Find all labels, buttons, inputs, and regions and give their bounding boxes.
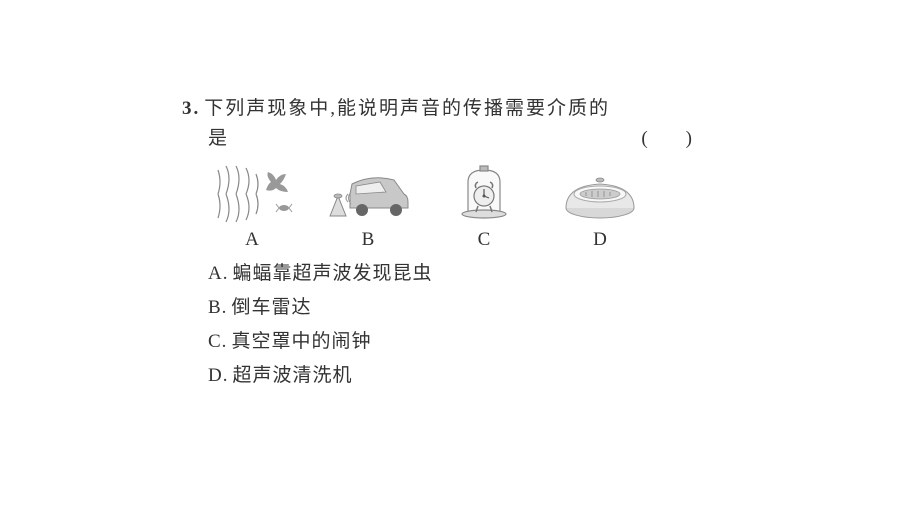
question-block: 3.下列声现象中,能说明声音的传播需要介质的 是 ( ) (182, 94, 742, 394)
stem-text-2-left: 是 (208, 124, 229, 154)
question-stem-line1: 3.下列声现象中,能说明声音的传播需要介质的 (182, 94, 742, 124)
question-number: 3. (182, 98, 200, 119)
stem-text-1: 下列声现象中,能说明声音的传播需要介质的 (204, 98, 610, 119)
option-a-text: 蝙蝠靠超声波发现昆虫 (232, 263, 432, 284)
image-label-c: C (436, 229, 532, 251)
option-b: B.倒车雷达 (208, 291, 742, 325)
question-stem-line2: 是 ( ) (182, 124, 692, 154)
image-label-b: B (320, 229, 416, 251)
option-a-letter: A. (208, 263, 228, 284)
option-d-letter: D. (208, 365, 228, 386)
options-list: A.蝙蝠靠超声波发现昆虫 B.倒车雷达 C.真空罩中的闹钟 D.超声波清洗机 (182, 257, 742, 394)
image-label-a: A (204, 229, 300, 251)
option-c-letter: C. (208, 331, 227, 352)
image-a-bat-ultrasound (204, 161, 300, 227)
image-d-ultrasonic-cleaner (552, 161, 648, 227)
image-row (182, 161, 742, 227)
option-b-text: 倒车雷达 (231, 297, 311, 318)
image-b-car-radar (320, 161, 416, 227)
answer-blank-paren: ( ) (641, 124, 692, 154)
image-labels-row: A B C D (182, 229, 742, 251)
image-label-d: D (552, 229, 648, 251)
option-d: D.超声波清洗机 (208, 359, 742, 393)
option-c-text: 真空罩中的闹钟 (231, 331, 371, 352)
option-a: A.蝙蝠靠超声波发现昆虫 (208, 257, 742, 291)
option-b-letter: B. (208, 297, 227, 318)
option-c: C.真空罩中的闹钟 (208, 325, 742, 359)
image-c-bell-jar-clock (436, 161, 532, 227)
option-d-text: 超声波清洗机 (232, 365, 352, 386)
